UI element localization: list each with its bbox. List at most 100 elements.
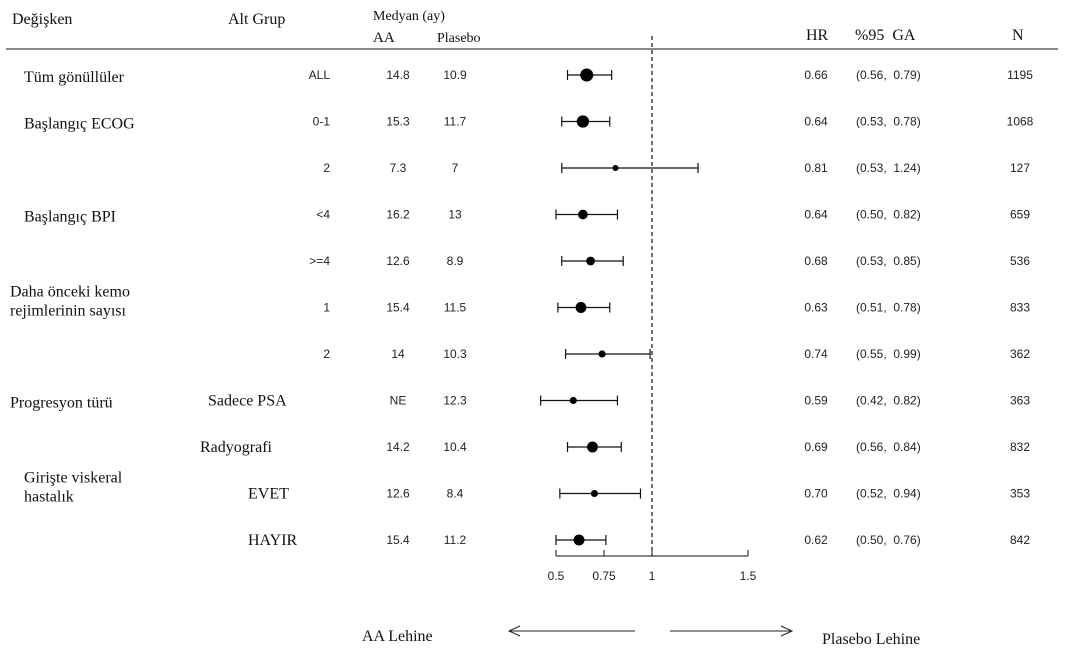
row-hr: 0.59	[804, 394, 828, 408]
row-n: 127	[1010, 161, 1030, 175]
row-n: 353	[1010, 487, 1030, 501]
forest-row: Başlangıç ECOG 0-1 15.3 11.7 0.64 (0.53, 0.78…	[24, 115, 1034, 133]
row-median-placebo: 8.4	[447, 487, 464, 501]
row-subgroup: 1	[323, 301, 330, 315]
row-subgroup: 0-1	[313, 115, 331, 129]
row-subgroup: Sadece PSA	[208, 393, 287, 410]
hr-point	[598, 350, 606, 358]
row-median-placebo: 13	[448, 208, 462, 222]
favors-placebo-label: Plasebo Lehine	[822, 631, 920, 648]
forest-row: 2 14 10.3 0.74 (0.55, 0.99) 362	[323, 347, 1030, 361]
header-hr: HR	[806, 27, 829, 44]
forest-row: HAYIR 15.4 11.2 0.62 (0.50, 0.76) 842	[248, 532, 1030, 549]
header-aa: AA	[373, 30, 395, 46]
row-subgroup: HAYIR	[248, 532, 298, 549]
row-median-aa: 15.4	[386, 533, 410, 547]
forest-row: Daha önceki kemo rejimlerinin sayısı 1 15.4…	[10, 284, 1030, 320]
row-variable-label-2: rejimlerinin sayısı	[10, 303, 127, 320]
row-median-aa: NE	[390, 394, 407, 408]
row-n: 832	[1010, 440, 1030, 454]
header-median: Medyan (ay)	[373, 9, 445, 24]
favors-aa-label: AA Lehine	[362, 628, 433, 645]
row-ci: (0.53, 0.85)	[856, 254, 921, 268]
row-variable-label: Başlangıç ECOG	[24, 116, 135, 133]
row-hr: 0.62	[804, 533, 828, 547]
row-subgroup: 2	[323, 347, 330, 361]
hr-point	[578, 209, 588, 220]
row-ci: (0.55, 0.99)	[856, 347, 921, 361]
row-subgroup: EVET	[248, 486, 289, 503]
row-variable-label: Başlangıç BPI	[24, 209, 116, 226]
row-variable-label: Girişte viskeral	[24, 470, 123, 487]
header-n: N	[1012, 27, 1024, 44]
row-n: 362	[1010, 347, 1030, 361]
row-variable-label: Daha önceki kemo	[10, 284, 130, 301]
forest-row: 2 7.3 7 0.81 (0.53, 1.24) 127	[323, 161, 1030, 175]
row-median-placebo: 11.7	[444, 115, 467, 129]
arrow-left-icon	[507, 625, 521, 637]
row-median-aa: 12.6	[386, 254, 410, 268]
header-placebo: Plasebo	[437, 31, 481, 46]
row-median-placebo: 11.5	[444, 301, 467, 315]
row-median-placebo: 7	[452, 161, 459, 175]
hr-point	[573, 534, 585, 546]
row-hr: 0.68	[804, 254, 828, 268]
hr-point	[576, 115, 590, 128]
header-variable: Değişken	[12, 11, 72, 28]
header-subgroup: Alt Grup	[228, 11, 285, 28]
row-variable-label-2: hastalık	[24, 489, 74, 506]
row-median-placebo: 10.3	[443, 347, 467, 361]
row-median-aa: 15.3	[386, 115, 410, 129]
row-ci: (0.51, 0.78)	[856, 301, 921, 315]
row-hr: 0.64	[804, 208, 828, 222]
x-tick-label: 1	[649, 569, 656, 583]
x-tick-label: 1.5	[740, 569, 757, 583]
x-tick-label: 0.5	[548, 569, 565, 583]
row-hr: 0.69	[804, 440, 828, 454]
row-n: 1068	[1007, 115, 1034, 129]
row-variable-label: Progresyon türü	[10, 395, 113, 412]
header-ci: %95 GA	[855, 27, 916, 44]
row-median-aa: 15.4	[386, 301, 410, 315]
row-median-placebo: 10.9	[443, 68, 467, 82]
row-subgroup: ALL	[309, 68, 331, 82]
row-median-aa: 14.2	[386, 440, 410, 454]
hr-point	[575, 302, 587, 313]
forest-row: Tüm gönüllüler ALL 14.8 10.9 0.66 (0.56, 0.79…	[24, 68, 1033, 86]
row-ci: (0.52, 0.94)	[856, 487, 921, 501]
row-median-aa: 14.8	[386, 68, 410, 82]
x-axis: 0.5 0.75 1 1.5	[548, 36, 757, 583]
row-ci: (0.42, 0.82)	[856, 394, 921, 408]
row-hr: 0.70	[804, 487, 828, 501]
forest-row: Radyografi 14.2 10.4 0.69 (0.56, 0.84) 832	[200, 439, 1030, 456]
row-ci: (0.50, 0.76)	[856, 533, 921, 547]
arrow-right-icon	[780, 625, 794, 637]
hr-point	[586, 256, 595, 266]
row-median-aa: 14	[391, 347, 405, 361]
row-ci: (0.56, 0.84)	[856, 440, 921, 454]
row-n: 536	[1010, 254, 1030, 268]
row-n: 659	[1010, 208, 1030, 222]
row-median-placebo: 12.3	[443, 394, 467, 408]
row-median-placebo: 8.9	[447, 254, 464, 268]
forest-row: Progresyon türü Sadece PSA NE 12.3 0.59 (0.42…	[10, 393, 1030, 412]
row-median-aa: 16.2	[386, 208, 410, 222]
row-hr: 0.64	[804, 115, 828, 129]
row-ci: (0.50, 0.82)	[856, 208, 921, 222]
hr-point	[612, 165, 619, 171]
row-hr: 0.74	[804, 347, 828, 361]
row-median-aa: 12.6	[386, 487, 410, 501]
forest-row: Başlangıç BPI <4 16.2 13 0.64 (0.50, 0.82) 659	[24, 208, 1030, 226]
row-ci: (0.56, 0.79)	[856, 68, 921, 82]
row-subgroup: >=4	[309, 254, 330, 268]
hr-point	[569, 396, 577, 405]
row-subgroup: Radyografi	[200, 439, 273, 456]
hr-point	[590, 489, 598, 498]
row-n: 363	[1010, 394, 1030, 408]
x-tick-label: 0.75	[592, 569, 616, 583]
row-variable-label: Tüm gönüllüler	[24, 69, 125, 86]
row-subgroup: <4	[316, 208, 330, 222]
hr-point	[587, 441, 598, 453]
row-ci: (0.53, 0.78)	[856, 115, 921, 129]
